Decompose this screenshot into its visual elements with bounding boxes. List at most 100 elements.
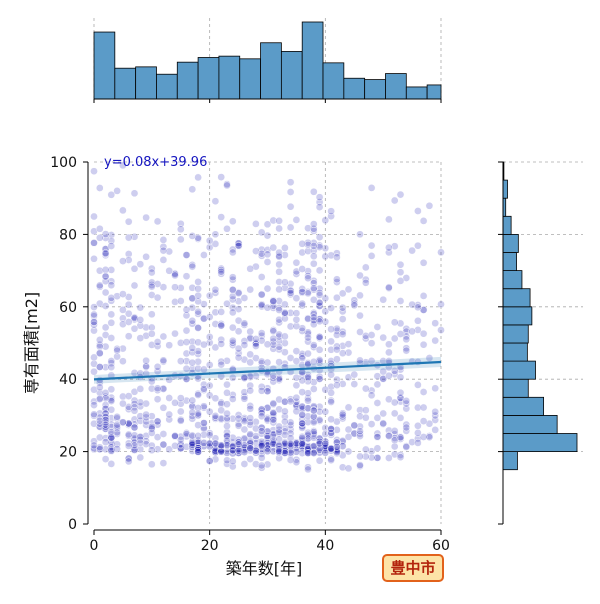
scatter-point [385, 283, 393, 292]
scatter-point [315, 291, 324, 299]
scatter-point [333, 331, 341, 339]
scatter-point [315, 266, 324, 275]
scatter-point [275, 304, 283, 312]
scatter-point [200, 430, 208, 439]
scatter-point [257, 290, 266, 299]
scatter-point [402, 423, 411, 432]
scatter-point [252, 220, 260, 228]
scatter-point [101, 418, 110, 427]
scatter-point [182, 272, 191, 281]
scatter-point [309, 385, 318, 393]
scatter-point [101, 230, 110, 238]
scatter-point [205, 236, 214, 245]
scatter-point [379, 409, 388, 418]
scatter-point [90, 353, 98, 362]
scatter-point [338, 330, 347, 339]
scatter-point [113, 344, 121, 353]
scatter-point [176, 297, 185, 305]
y-axis-label: 専有面積[m2] [22, 292, 41, 394]
scatter-point [142, 413, 150, 422]
scatter-point [90, 410, 98, 419]
scatter-point [90, 212, 98, 221]
scatter-point [153, 362, 162, 371]
scatter-point [165, 394, 174, 402]
scatter-point [228, 248, 237, 257]
scatter-point [95, 281, 104, 290]
scatter-point [361, 406, 370, 415]
scatter-point [275, 267, 283, 276]
scatter-point [396, 388, 405, 397]
scatter-point [315, 315, 324, 324]
scatter-point [275, 445, 283, 454]
scatter-point [309, 259, 318, 268]
scatter-point [240, 446, 249, 454]
scatter-point [113, 440, 121, 449]
scatter-point [136, 417, 145, 425]
scatter-point [113, 292, 121, 301]
scatter-point [298, 265, 307, 273]
top-hist-bar [385, 73, 407, 100]
scatter-point [263, 284, 272, 293]
scatter-point [275, 285, 283, 294]
scatter-point [309, 187, 318, 196]
scatter-point [390, 367, 399, 375]
scatter-point [101, 249, 110, 257]
scatter-point [130, 444, 139, 453]
scatter-point [390, 442, 399, 451]
scatter-point [344, 403, 353, 412]
scatter-point [275, 306, 283, 314]
scatter-point [333, 293, 341, 302]
scatter-point [188, 358, 197, 367]
scatter-point [257, 427, 266, 435]
scatter-point [234, 289, 243, 298]
scatter-point [147, 424, 156, 433]
scatter-point [153, 217, 162, 226]
scatter-point [211, 394, 220, 403]
scatter-point [223, 436, 231, 445]
scatter-point [414, 381, 422, 389]
scatter-point [281, 397, 289, 406]
scatter-point [396, 330, 405, 338]
scatter-point [124, 454, 133, 463]
scatter-point [286, 440, 295, 448]
scatter-point [257, 461, 266, 470]
x-tick-label: 0 [90, 538, 99, 554]
scatter-point [228, 295, 237, 304]
scatter-point [344, 464, 353, 473]
scatter-point [309, 246, 318, 255]
scatter-point [298, 424, 307, 432]
right-hist-bar [502, 451, 518, 471]
scatter-point [286, 429, 295, 438]
scatter-point [344, 348, 353, 357]
scatter-point [367, 339, 376, 348]
scatter-point [309, 239, 318, 247]
top-hist-bar [364, 79, 386, 100]
scatter-point [338, 412, 347, 421]
scatter-point [234, 353, 243, 362]
scatter-point [205, 439, 214, 448]
scatter-point [309, 357, 318, 366]
scatter-point [286, 202, 295, 211]
scatter-point [414, 303, 422, 312]
scatter-point [402, 420, 411, 429]
scatter-point [292, 381, 301, 390]
scatter-point [367, 386, 376, 395]
scatter-point [298, 405, 307, 413]
scatter-point [292, 393, 301, 402]
scatter-point [124, 442, 133, 450]
scatter-point [234, 421, 243, 430]
scatter-point [136, 260, 145, 269]
scatter-point [344, 373, 353, 382]
scatter-point [107, 428, 116, 436]
scatter-point [90, 238, 98, 247]
scatter-point [165, 341, 174, 350]
scatter-point [188, 408, 197, 417]
scatter-point [130, 281, 139, 290]
scatter-point [263, 415, 272, 424]
scatter-point [130, 420, 139, 429]
scatter-point [136, 445, 145, 453]
scatter-point [124, 318, 133, 326]
scatter-point [327, 345, 335, 354]
scatter-point [327, 429, 335, 437]
